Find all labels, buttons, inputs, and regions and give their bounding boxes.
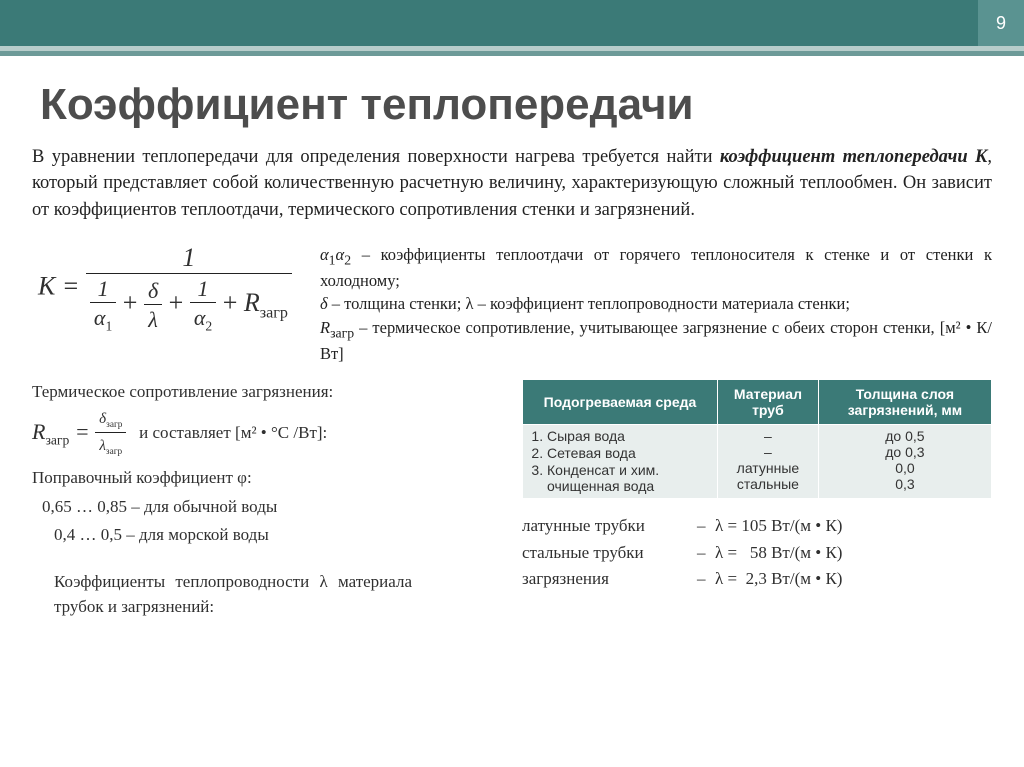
lambda-label: латунные трубки xyxy=(522,513,697,539)
main-formula: K = 1 1α1 + δλ + 1α2 + Rзагр xyxy=(32,243,292,334)
lambda-value: λ = 105 Вт/(м • К) xyxy=(715,513,842,539)
lambda-dash: – xyxy=(697,540,715,566)
lambda-row: стальные трубки–λ = 58 Вт/(м • К) xyxy=(522,540,992,566)
lambda-value: λ = 2,3 Вт/(м • К) xyxy=(715,566,842,592)
lambda-row: латунные трубки–λ = 105 Вт/(м • К) xyxy=(522,513,992,539)
lambda-value: λ = 58 Вт/(м • К) xyxy=(715,540,842,566)
correction-sea: 0,4 … 0,5 – для морской воды xyxy=(32,522,502,548)
slide-title: Коэффициент теплопередачи xyxy=(40,80,992,130)
lambda-dash: – xyxy=(697,513,715,539)
symbol-definitions: α1α2 – коэффициенты теплоотдачи от горяч… xyxy=(320,243,992,365)
correction-normal: 0,65 … 0,85 – для обычной воды xyxy=(32,494,502,520)
th-thickness: Толщина слоя загрязнений, мм xyxy=(818,380,991,425)
correction-label: Поправочный коэффициент φ: xyxy=(32,465,502,491)
lambda-material-label: Коэффициенты теплопроводности λ материал… xyxy=(32,570,412,619)
r-formula: Rзагр = δзагрλзагр xyxy=(32,408,126,460)
material-cell: ––латунныестальные xyxy=(718,425,819,499)
lambda-row: загрязнения–λ = 2,3 Вт/(м • К) xyxy=(522,566,992,592)
lambda-list: латунные трубки–λ = 105 Вт/(м • К)стальн… xyxy=(522,513,992,592)
page-number: 9 xyxy=(978,0,1024,46)
lambda-label: стальные трубки xyxy=(522,540,697,566)
lambda-label: загрязнения xyxy=(522,566,697,592)
intro-paragraph: В уравнении теплопередачи для определени… xyxy=(32,144,992,223)
materials-table: Подогреваемая среда Материал труб Толщин… xyxy=(522,379,992,499)
slide-content: Коэффициент теплопередачи В уравнении те… xyxy=(0,80,1024,620)
left-notes: Термическое сопротивление загрязнения: R… xyxy=(32,379,502,619)
th-env: Подогреваемая среда xyxy=(523,380,718,425)
th-material: Материал труб xyxy=(718,380,819,425)
top-banner: 9 xyxy=(0,0,1024,46)
env-item: Конденсат и хим. очищенная вода xyxy=(547,462,711,494)
env-item: Сетевая вода xyxy=(547,445,711,461)
right-panel: Подогреваемая среда Материал труб Толщин… xyxy=(522,379,992,619)
stripe-dark xyxy=(0,51,1024,56)
thermal-resistance-label: Термическое сопротивление загрязнения: xyxy=(32,379,502,405)
thermal-resistance-unit: и составляет [м² • °C /Вт]: xyxy=(139,422,327,441)
thickness-cell: до 0,5до 0,30,00,3 xyxy=(818,425,991,499)
env-cell: Сырая водаСетевая водаКонденсат и хим. о… xyxy=(523,425,718,499)
lambda-dash: – xyxy=(697,566,715,592)
env-item: Сырая вода xyxy=(547,428,711,444)
